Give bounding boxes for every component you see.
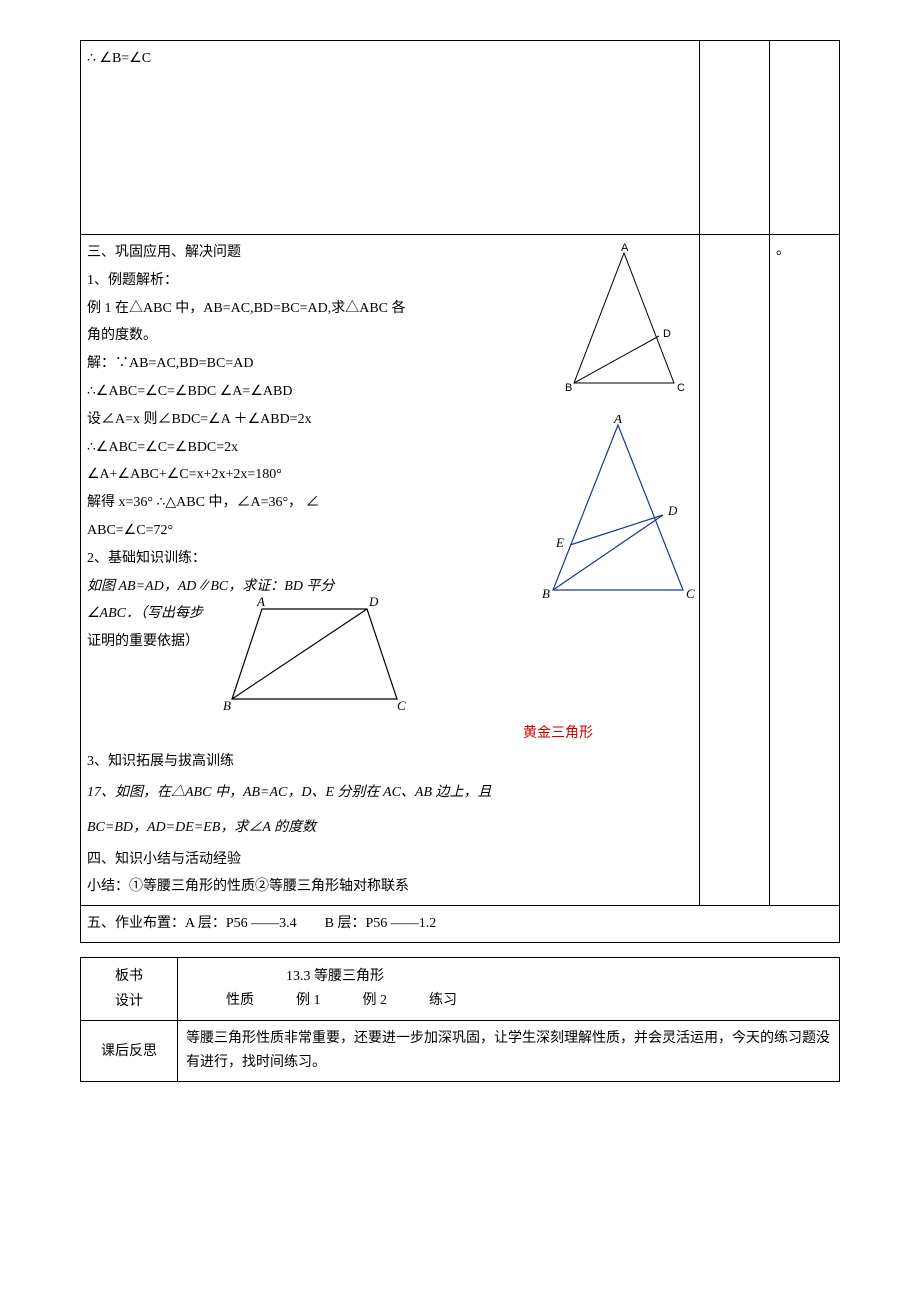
p3-title: 3、知识拓展与拔高训练 bbox=[87, 748, 693, 776]
sec3-title: 三、巩固应用、解决问题 bbox=[87, 239, 693, 267]
figure-3-svg: A D B C bbox=[217, 594, 417, 714]
board-design-label-text: 板书设计 bbox=[115, 969, 143, 1009]
sol-line-5: ∠A+∠ABC+∠C=x+2x+2x=180° bbox=[87, 461, 693, 489]
sol-line-3: 设∠A=x 则∠BDC=∠A ＋∠ABD=2x bbox=[87, 406, 693, 434]
sol-line-1: 解：∵AB=AC,BD=BC=AD bbox=[87, 350, 693, 378]
outer-row-3: 五、作业布置：A 层：P56 ——3.4 B 层：P56 ——1.2 bbox=[81, 906, 840, 943]
board-title: 13.3 等腰三角形 bbox=[186, 965, 831, 989]
fig3-label-B: B bbox=[223, 698, 231, 713]
p3-line-1: 17、如图，在△ABC 中，AB=AC，D、E 分别在 AC、AB 边上，且 bbox=[87, 776, 693, 811]
fig3-label-C: C bbox=[397, 698, 406, 713]
p3-line-2: BC=BD，AD=DE=EB，求∠A 的度数 bbox=[87, 811, 693, 846]
fig3-label-A: A bbox=[256, 594, 265, 609]
sec4-line: 小结：①等腰三角形的性质②等腰三角形轴对称联系 bbox=[87, 873, 693, 901]
p2-line-2: ∠ABC．（写出每步 bbox=[87, 600, 237, 628]
sol-line-6: 解得 x=36° ∴△ABC 中，∠A=36°， ∠ bbox=[87, 489, 693, 517]
figure-3-trapezoid: A D B C bbox=[217, 594, 417, 714]
inner-row-2: 课后反思 等腰三角形性质非常重要，还要进一步加深巩固，让学生深刻理解性质，并会灵… bbox=[81, 1021, 840, 1082]
cell-narrow2-2: 。 bbox=[770, 235, 840, 906]
sol-line-7: ABC=∠C=72° bbox=[87, 517, 693, 545]
ex1-line-a: 例 1 在△ABC 中，AB=AC,BD=BC=AD,求△ABC 各 bbox=[87, 295, 693, 323]
outer-row-1: ∴ ∠B=∠C bbox=[81, 41, 840, 235]
fig3-label-D: D bbox=[368, 594, 379, 609]
cell-homework: 五、作业布置：A 层：P56 ——3.4 B 层：P56 ——1.2 bbox=[81, 906, 840, 943]
p1-title: 1、例题解析： bbox=[87, 267, 693, 295]
outer-table: ∴ ∠B=∠C A B C D bbox=[80, 40, 840, 943]
conclusion-line: ∴ ∠B=∠C bbox=[87, 45, 693, 73]
cell-main-1: ∴ ∠B=∠C bbox=[81, 41, 700, 235]
sec4-title: 四、知识小结与活动经验 bbox=[87, 846, 693, 874]
p2-line-3: 证明的重要依据） bbox=[87, 628, 237, 656]
reflection-label-text: 课后反思 bbox=[101, 1044, 157, 1059]
golden-triangle-label: 黄金三角形 bbox=[87, 720, 693, 748]
p2-text-wrap: ∠ABC．（写出每步 证明的重要依据） bbox=[87, 600, 237, 656]
inner-row-1: 板书设计 13.3 等腰三角形 性质 例 1 例 2 练习 bbox=[81, 957, 840, 1020]
narrow2-dot: 。 bbox=[776, 243, 790, 258]
ex1-line-b: 角的度数。 bbox=[87, 322, 693, 350]
cell-main-2: A B C D A B bbox=[81, 235, 700, 906]
reflection-content: 等腰三角形性质非常重要，还要进一步加深巩固，让学生深刻理解性质，并会灵活运用，今… bbox=[178, 1021, 840, 1082]
inner-table: 板书设计 13.3 等腰三角形 性质 例 1 例 2 练习 课后反思 等腰三角形… bbox=[80, 957, 840, 1082]
cell-narrow2-1 bbox=[770, 41, 840, 235]
sol-line-4: ∴∠ABC=∠C=∠BDC=2x bbox=[87, 434, 693, 462]
board-line: 性质 例 1 例 2 练习 bbox=[186, 989, 831, 1013]
cell-narrow1-1 bbox=[700, 41, 770, 235]
outer-row-2: A B C D A B bbox=[81, 235, 840, 906]
sol-line-2: ∴∠ABC=∠C=∠BDC ∠A=∠ABD bbox=[87, 378, 693, 406]
board-design-label: 板书设计 bbox=[81, 957, 178, 1020]
reflection-label: 课后反思 bbox=[81, 1021, 178, 1082]
reflection-text: 等腰三角形性质非常重要，还要进一步加深巩固，让学生深刻理解性质，并会灵活运用，今… bbox=[186, 1031, 830, 1070]
p2-title: 2、基础知识训练： bbox=[87, 545, 693, 573]
board-design-content: 13.3 等腰三角形 性质 例 1 例 2 练习 bbox=[178, 957, 840, 1020]
homework-line: 五、作业布置：A 层：P56 ——3.4 B 层：P56 ——1.2 bbox=[87, 910, 833, 938]
trapezoid-block: ∠ABC．（写出每步 证明的重要依据） A D B C bbox=[87, 600, 693, 720]
content-wrap: A B C D A B bbox=[87, 239, 693, 901]
page-root: ∴ ∠B=∠C A B C D bbox=[0, 0, 920, 1142]
cell-narrow1-2 bbox=[700, 235, 770, 906]
